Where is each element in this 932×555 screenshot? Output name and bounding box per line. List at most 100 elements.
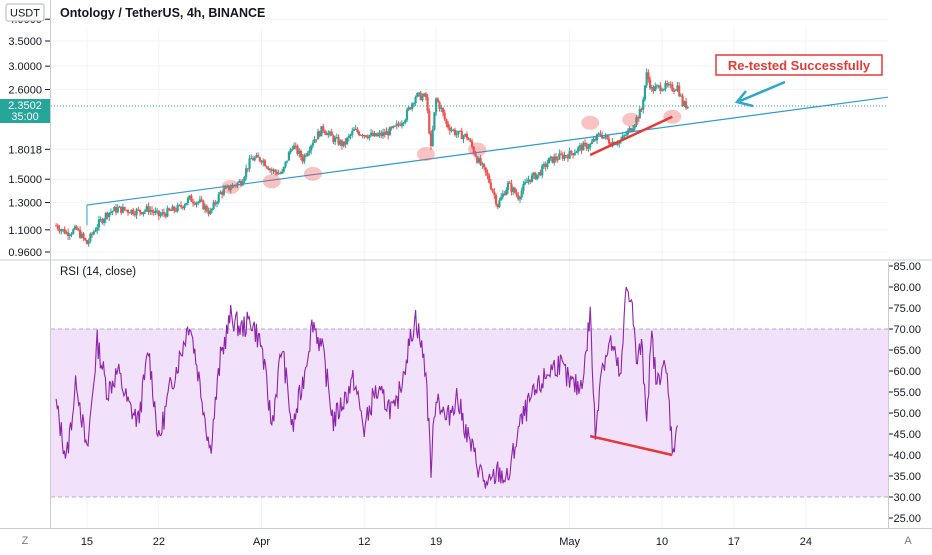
rsi-tick-label: 60.00 (893, 366, 921, 378)
candle-body (221, 191, 224, 195)
auto-scale-button[interactable]: A (904, 535, 912, 547)
candle-body (607, 138, 611, 144)
candle-body (421, 96, 424, 101)
annotation-arrow[interactable] (734, 80, 786, 108)
candle-body (263, 160, 267, 167)
candle-body (436, 98, 439, 102)
candle-body (448, 127, 451, 131)
candle-body (559, 153, 563, 155)
currency-badge[interactable]: USDT (5, 3, 45, 22)
candle-body (130, 209, 133, 214)
candle-body (106, 213, 109, 217)
candle-body (647, 72, 650, 80)
price-tick-label: 1.1000 (8, 225, 42, 237)
rsi-tick-label: 70.00 (893, 324, 921, 336)
candle-body (385, 131, 388, 135)
candle-body (132, 209, 135, 215)
candle-body (368, 135, 371, 139)
candle-body (298, 150, 301, 154)
candle-body (409, 107, 412, 110)
candle-body (628, 128, 631, 131)
candle-body (67, 232, 70, 236)
candle-body (56, 225, 59, 229)
candle-body (212, 202, 215, 209)
candle-body (186, 198, 190, 204)
candle-body (684, 101, 688, 109)
candle-body (219, 191, 222, 195)
candle-body (289, 149, 292, 153)
candle-body (604, 135, 607, 137)
candle-body (544, 163, 547, 168)
candle-body (503, 193, 506, 196)
candle-body (683, 101, 686, 106)
candle-body (191, 201, 195, 204)
candle-body (614, 144, 617, 146)
candle-body (210, 208, 213, 211)
candle-body (128, 212, 131, 214)
candle-body (340, 140, 344, 147)
candle-body (512, 187, 515, 192)
candle-body (638, 108, 641, 119)
candle-body (63, 229, 66, 234)
touch-marker (622, 112, 641, 127)
time-tick-label: Apr (253, 536, 270, 548)
time-tick-label: 17 (728, 536, 740, 548)
candle-body (255, 155, 258, 158)
price-tag: 2.3502 35:00 (0, 99, 50, 123)
price-tick-label: 1.8018 (8, 144, 42, 156)
candle-body (313, 139, 316, 143)
candle-body (120, 206, 123, 213)
candle-body (357, 131, 361, 136)
candle-body (431, 129, 434, 146)
candle-body (494, 195, 498, 205)
candle-body (669, 84, 672, 86)
candle-body (114, 207, 118, 213)
candle-body (90, 233, 94, 235)
candle-body (479, 157, 482, 165)
candle-body (472, 146, 475, 154)
candle-body (623, 135, 626, 137)
candle-body (424, 93, 427, 98)
candle-body (597, 133, 600, 135)
candle-body (323, 130, 326, 134)
candle-body (207, 211, 210, 214)
candle-body (140, 212, 143, 215)
candle-body (144, 210, 147, 212)
candle-body (308, 150, 311, 153)
candle-body (443, 112, 446, 120)
rsi-tick-label: 25.00 (893, 513, 921, 525)
candle-body (636, 117, 640, 119)
candle-body (188, 195, 191, 199)
annotation-box[interactable]: Re-tested Successfully (715, 54, 883, 76)
candle-body (484, 167, 487, 173)
candle-body (393, 125, 397, 127)
candle-body (536, 174, 539, 180)
candle-body (332, 135, 335, 142)
candle-body (643, 85, 647, 100)
candle-body (116, 207, 119, 213)
candle-body (234, 185, 237, 187)
rsi-tick-label: 45.00 (893, 429, 921, 441)
candle-body (176, 205, 179, 212)
candle-body (501, 193, 504, 197)
candle-body (660, 90, 664, 92)
candle-body (488, 175, 491, 183)
zoom-button[interactable]: Z (22, 535, 29, 547)
candle-body (162, 212, 166, 215)
rsi-tick-label: 75.00 (893, 303, 921, 315)
candle-body (224, 186, 227, 189)
candle-body (631, 128, 635, 132)
candle-body (582, 142, 585, 151)
candle-body (438, 101, 441, 109)
candle-body (467, 138, 470, 141)
candle-body (168, 208, 171, 211)
candle-body (414, 97, 417, 104)
candle-body (518, 197, 522, 200)
candle-body (78, 229, 82, 238)
time-tick-label: 12 (358, 536, 370, 548)
candle-body (380, 132, 383, 136)
currency-badge-label: USDT (10, 8, 40, 20)
candle-body (108, 212, 111, 217)
candle-body (547, 157, 551, 164)
